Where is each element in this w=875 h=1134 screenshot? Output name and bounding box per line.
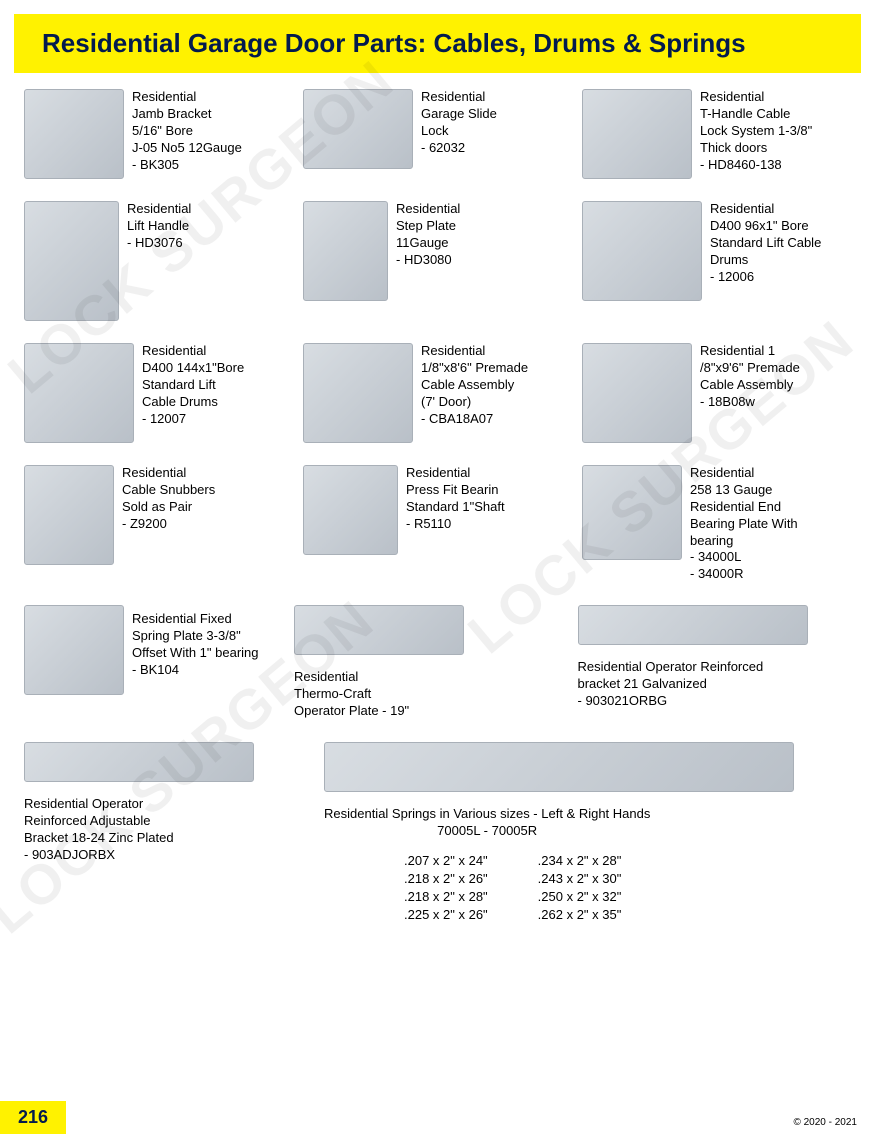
product-image — [24, 89, 124, 179]
product-image — [24, 605, 124, 695]
product-desc: Residential Operator Reinforced Adjustab… — [24, 796, 174, 864]
product-item: Residential D400 144x1"Bore Standard Lif… — [24, 343, 293, 443]
product-item: Residential Operator Reinforced bracket … — [578, 605, 852, 720]
product-item: Residential Lift Handle - HD3076 — [24, 201, 293, 321]
product-desc: Residential 258 13 Gauge Residential End… — [690, 465, 798, 583]
product-desc: Residential Step Plate 11Gauge - HD3080 — [396, 201, 460, 269]
product-item: Residential Press Fit Bearin Standard 1"… — [303, 465, 572, 583]
page-title: Residential Garage Door Parts: Cables, D… — [42, 28, 833, 59]
product-desc: Residential Thermo-Craft Operator Plate … — [294, 669, 409, 720]
page-footer: 216 © 2020 - 2021 — [0, 1101, 875, 1134]
product-row: Residential Jamb Bracket 5/16" Bore J-05… — [24, 89, 851, 179]
product-desc: Residential Jamb Bracket 5/16" Bore J-05… — [132, 89, 242, 173]
product-image — [24, 465, 114, 565]
catalog-content: Residential Jamb Bracket 5/16" Bore J-05… — [0, 73, 875, 924]
product-item: Residential 1/8"x8'6" Premade Cable Asse… — [303, 343, 572, 443]
product-image — [578, 605, 808, 645]
product-desc: Residential 1/8"x8'6" Premade Cable Asse… — [421, 343, 528, 427]
product-image — [303, 201, 388, 301]
product-desc: Residential Press Fit Bearin Standard 1"… — [406, 465, 505, 533]
product-image — [582, 343, 692, 443]
product-row: Residential Lift Handle - HD3076 Residen… — [24, 201, 851, 321]
product-image — [303, 89, 413, 169]
product-desc: Residential Lift Handle - HD3076 — [127, 201, 191, 252]
product-desc: Residential Garage Slide Lock - 62032 — [421, 89, 497, 157]
product-row: Residential Cable Snubbers Sold as Pair … — [24, 465, 851, 583]
product-item: Residential 258 13 Gauge Residential End… — [582, 465, 851, 583]
product-item: Residential Cable Snubbers Sold as Pair … — [24, 465, 293, 583]
spring-size: .218 x 2" x 26" — [404, 870, 488, 888]
product-desc: Residential Fixed Spring Plate 3-3/8" Of… — [132, 611, 259, 679]
product-desc: Residential T-Handle Cable Lock System 1… — [700, 89, 812, 173]
product-desc: Residential Operator Reinforced bracket … — [578, 659, 764, 710]
product-item: Residential Garage Slide Lock - 62032 — [303, 89, 572, 179]
product-item: Residential Jamb Bracket 5/16" Bore J-05… — [24, 89, 293, 179]
spring-size: .218 x 2" x 28" — [404, 888, 488, 906]
springs-sub: 70005L - 70005R — [324, 823, 650, 840]
product-image — [582, 89, 692, 179]
product-image — [303, 465, 398, 555]
product-item-springs: Residential Springs in Various sizes - L… — [324, 742, 851, 925]
product-item: Residential Step Plate 11Gauge - HD3080 — [303, 201, 572, 321]
spring-size: .250 x 2" x 32" — [538, 888, 622, 906]
product-row: Residential Fixed Spring Plate 3-3/8" Of… — [24, 605, 851, 720]
product-item: Residential D400 96x1" Bore Standard Lif… — [582, 201, 851, 321]
product-image — [24, 343, 134, 443]
spring-size: .207 x 2" x 24" — [404, 852, 488, 870]
product-desc: Residential 1 /8"x9'6" Premade Cable Ass… — [700, 343, 800, 411]
product-row: Residential Operator Reinforced Adjustab… — [24, 742, 851, 925]
product-image — [324, 742, 794, 792]
product-desc: Residential D400 144x1"Bore Standard Lif… — [142, 343, 244, 427]
page-header: Residential Garage Door Parts: Cables, D… — [14, 14, 861, 73]
product-desc: Residential D400 96x1" Bore Standard Lif… — [710, 201, 821, 285]
spring-size: .262 x 2" x 35" — [538, 906, 622, 924]
spring-size: .243 x 2" x 30" — [538, 870, 622, 888]
springs-size-table: .207 x 2" x 24" .218 x 2" x 26" .218 x 2… — [404, 852, 621, 925]
product-image — [582, 465, 682, 560]
spring-size: .234 x 2" x 28" — [538, 852, 622, 870]
product-desc: Residential Cable Snubbers Sold as Pair … — [122, 465, 215, 533]
product-image — [303, 343, 413, 443]
product-item: Residential Fixed Spring Plate 3-3/8" Of… — [24, 605, 284, 720]
spring-size: .225 x 2" x 26" — [404, 906, 488, 924]
product-item: Residential T-Handle Cable Lock System 1… — [582, 89, 851, 179]
product-image — [24, 742, 254, 782]
page-number: 216 — [0, 1101, 66, 1134]
springs-title: Residential Springs in Various sizes - L… — [324, 806, 650, 823]
product-image — [294, 605, 464, 655]
product-item: Residential Thermo-Craft Operator Plate … — [294, 605, 568, 720]
product-image — [582, 201, 702, 301]
springs-col-2: .234 x 2" x 28" .243 x 2" x 30" .250 x 2… — [538, 852, 622, 925]
product-item: Residential 1 /8"x9'6" Premade Cable Ass… — [582, 343, 851, 443]
product-item: Residential Operator Reinforced Adjustab… — [24, 742, 284, 925]
copyright-text: © 2020 - 2021 — [775, 1111, 875, 1134]
springs-col-1: .207 x 2" x 24" .218 x 2" x 26" .218 x 2… — [404, 852, 488, 925]
product-image — [24, 201, 119, 321]
product-row: Residential D400 144x1"Bore Standard Lif… — [24, 343, 851, 443]
